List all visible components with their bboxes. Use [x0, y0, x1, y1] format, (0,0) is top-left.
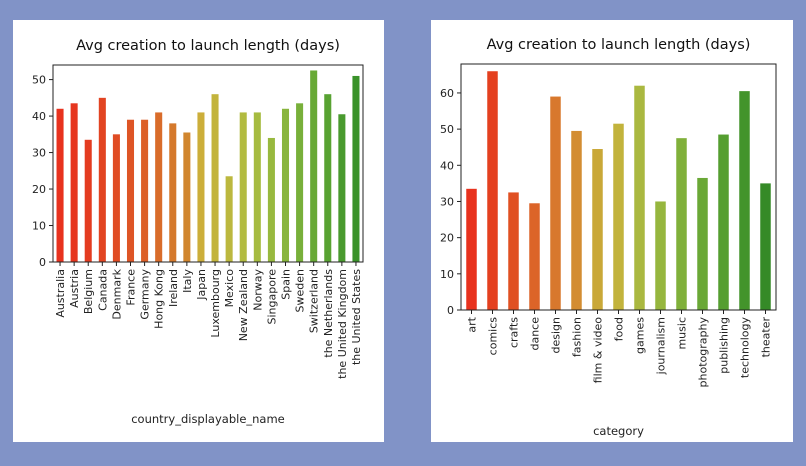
bar — [253, 112, 261, 262]
x-tick-label: crafts — [508, 317, 521, 348]
x-tick-label: Singapore — [265, 269, 278, 325]
bar — [324, 94, 332, 263]
y-tick-label: 0 — [447, 304, 454, 317]
x-tick-label: music — [676, 317, 689, 350]
x-tick-label: journalism — [655, 317, 668, 375]
bar — [529, 203, 540, 310]
x-tick-label: film & video — [592, 317, 605, 384]
y-tick-label: 30 — [32, 147, 46, 160]
bar — [676, 138, 687, 310]
bar — [697, 177, 708, 310]
bar — [466, 188, 477, 310]
x-tick-label: Denmark — [110, 268, 123, 319]
x-tick-label: theater — [760, 317, 773, 358]
x-tick-label: Japan — [195, 269, 208, 301]
y-tick-label: 60 — [440, 87, 454, 100]
x-axis-label: category — [593, 424, 644, 438]
bar — [739, 91, 750, 310]
bar — [267, 137, 275, 262]
bar — [84, 139, 92, 262]
bar — [634, 85, 645, 311]
chart-panel-country: Avg creation to launch length (days) 0 10 2… — [13, 20, 384, 442]
x-tick-label: Austria — [68, 269, 81, 308]
y-tick-label: 10 — [440, 268, 454, 281]
x-tick-label: Belgium — [82, 269, 95, 314]
bar — [183, 132, 191, 262]
y-tick-label: 40 — [32, 110, 46, 123]
bar — [70, 103, 78, 262]
bar — [592, 149, 603, 310]
x-tick-label: Mexico — [223, 269, 236, 308]
x-tick-label: Switzerland — [308, 269, 321, 333]
x-tick-label: fashion — [571, 317, 584, 357]
x-tick-label: design — [550, 317, 563, 354]
bar — [508, 192, 519, 310]
bar — [169, 123, 177, 263]
bar — [718, 134, 729, 310]
x-tick-label: comics — [487, 317, 500, 356]
x-tick-label: New Zealand — [237, 269, 250, 341]
bar — [225, 176, 233, 262]
bar — [141, 119, 149, 262]
x-tick-label: Germany — [139, 269, 152, 320]
chart-category: Avg creation to launch length (days) 0 10 2… — [440, 37, 777, 438]
bar — [155, 112, 163, 262]
x-tick-label: Ireland — [167, 269, 180, 307]
x-tick-label: the United States — [350, 269, 363, 365]
bar — [352, 75, 360, 262]
x-tick-label: Hong Kong — [153, 269, 166, 329]
x-tick-label: Sweden — [294, 269, 307, 312]
y-tick-label: 20 — [32, 183, 46, 196]
bar — [310, 70, 318, 262]
bar — [613, 123, 624, 310]
x-tick-label: food — [613, 317, 626, 341]
chart-title: Avg creation to launch length (days) — [487, 37, 751, 53]
y-tick-label: 40 — [440, 159, 454, 172]
x-tick-label: Canada — [96, 269, 109, 311]
y-tick-label: 50 — [32, 74, 46, 87]
x-tick-label: Italy — [181, 269, 194, 293]
x-tick-label: games — [634, 317, 647, 354]
x-tick-label: the United Kingdom — [336, 269, 349, 379]
x-tick-label: art — [466, 316, 479, 332]
x-axis-label: country_displayable_name — [131, 412, 285, 426]
plot-frame — [52, 64, 364, 263]
y-tick-label: 30 — [440, 195, 454, 208]
bar — [655, 201, 666, 310]
bar — [281, 108, 290, 263]
x-tick-label: Norway — [251, 269, 264, 311]
bar — [550, 96, 561, 310]
bar — [98, 97, 106, 262]
x-tick-label: the Netherlands — [322, 269, 335, 358]
x-tick-label: Luxembourg — [209, 269, 222, 338]
x-tick-label: technology — [739, 317, 752, 379]
x-tick-label: France — [125, 269, 138, 306]
x-tick-label: Australia — [54, 269, 67, 318]
bar — [239, 112, 247, 262]
bar — [760, 183, 771, 310]
bar — [211, 94, 219, 263]
bar — [296, 103, 304, 262]
bar — [571, 130, 582, 310]
x-tick-label: photography — [697, 317, 710, 388]
chart-panel-category: Avg creation to launch length (days) 0 10 2… — [431, 20, 793, 442]
y-tick-label: 0 — [39, 256, 46, 269]
y-tick-label: 50 — [440, 123, 454, 136]
x-tick-label: dance — [529, 317, 542, 351]
bar — [338, 114, 346, 262]
bar — [56, 108, 64, 263]
chart-title: Avg creation to launch length (days) — [76, 38, 340, 54]
chart-country: Avg creation to launch length (days) 0 10 2… — [32, 38, 364, 426]
bar — [197, 112, 205, 262]
x-tick-label: publishing — [718, 317, 731, 374]
x-tick-label: Spain — [280, 269, 293, 300]
bar — [487, 71, 498, 310]
bar — [112, 134, 120, 262]
y-tick-label: 20 — [440, 232, 454, 245]
y-tick-label: 10 — [32, 220, 46, 233]
bar — [126, 119, 135, 262]
